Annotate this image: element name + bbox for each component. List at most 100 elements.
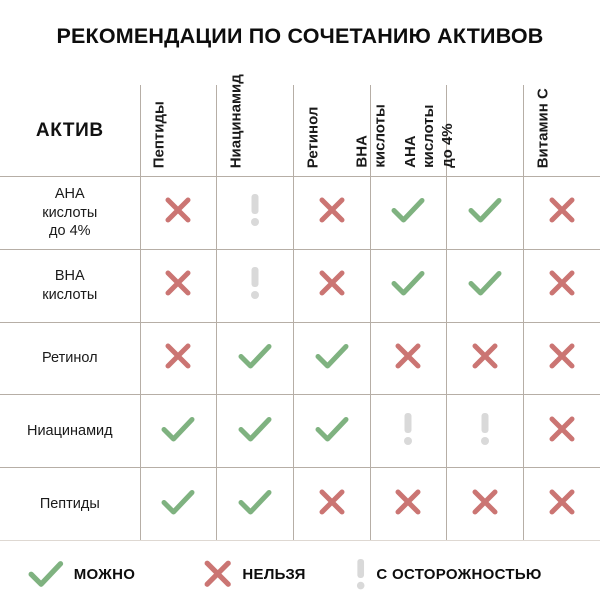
- legend-label: МОЖНО: [73, 565, 136, 583]
- cross-icon: [318, 488, 346, 516]
- cell-aha-retinol: [293, 176, 371, 250]
- cell-aha-niacinamide: [216, 176, 294, 250]
- cell-peptides-vitamin_c: [523, 467, 600, 541]
- corner-header-label: АКТИВ: [35, 119, 104, 141]
- compatibility-table: АКТИВ Пептиды Ниацинамид Ретинол BHA кислоты…: [0, 74, 600, 541]
- cross-icon: [471, 488, 499, 516]
- cross-icon: [164, 269, 192, 297]
- row-header-retinol: Ретинол: [0, 321, 141, 395]
- cross-icon: [318, 196, 346, 224]
- table-header-row: АКТИВ Пептиды Ниацинамид Ретинол BHA кислоты…: [0, 74, 600, 177]
- exclamation-icon: [479, 412, 491, 446]
- cross-icon: [548, 415, 576, 443]
- cross-icon: [548, 269, 576, 297]
- cross-icon: [548, 342, 576, 370]
- cross-icon: [394, 342, 422, 370]
- cell-retinol-bha: [370, 321, 448, 395]
- header-line: кислоты: [371, 104, 389, 168]
- cell-retinol-retinol: [293, 321, 371, 395]
- column-header-vitamin_c: Витамин С: [523, 85, 600, 177]
- check-icon: [391, 269, 425, 297]
- row-header-line: AHA: [54, 186, 85, 203]
- row-header-line: BHA: [54, 268, 85, 285]
- cell-niacinamide-peptides: [140, 394, 218, 468]
- check-icon: [238, 342, 272, 370]
- cell-niacinamide-vitamin_c: [523, 394, 600, 468]
- exclamation-icon: [249, 266, 261, 300]
- table-row: Пептиды: [0, 467, 600, 541]
- column-header-label: Пептиды: [151, 101, 169, 168]
- check-icon: [161, 488, 195, 516]
- cell-peptides-bha: [370, 467, 448, 541]
- cross-icon: [471, 342, 499, 370]
- check-icon: [391, 196, 425, 224]
- row-header-niacinamide: Ниацинамид: [0, 394, 141, 468]
- check-icon: [468, 269, 502, 297]
- cross-icon: [164, 196, 192, 224]
- cell-retinol-peptides: [140, 321, 218, 395]
- table-row: BHA кислоты: [0, 248, 600, 323]
- cell-niacinamide-retinol: [293, 394, 371, 468]
- table-body: AHA кислоты до 4% BHA кислоты Ретинол Ниацинам…: [0, 176, 600, 541]
- exclamation-icon: [402, 412, 414, 446]
- check-icon: [238, 488, 272, 516]
- header-line: Витамин С: [534, 87, 552, 168]
- cell-retinol-niacinamide: [216, 321, 294, 395]
- cross-icon: [203, 559, 232, 588]
- cell-aha-aha: [446, 176, 524, 250]
- cell-peptides-peptides: [140, 467, 218, 541]
- column-header-niacinamide: Ниацинамид: [216, 74, 294, 177]
- column-header-label: Витамин С: [535, 88, 553, 168]
- cell-niacinamide-aha: [446, 394, 524, 468]
- cell-bha-retinol: [293, 248, 371, 323]
- exclamation-icon: [249, 193, 261, 227]
- cell-peptides-aha: [446, 467, 524, 541]
- row-header-line: Пептиды: [39, 495, 100, 512]
- table-row: AHA кислоты до 4%: [0, 176, 600, 250]
- check-icon: [238, 415, 272, 443]
- cross-icon: [318, 269, 346, 297]
- cell-bha-aha: [446, 248, 524, 323]
- header-line: Пептиды: [151, 100, 169, 168]
- row-header-line: Ниацинамид: [26, 423, 113, 440]
- cell-peptides-retinol: [293, 467, 371, 541]
- exclamation-icon: [355, 558, 366, 590]
- column-header-label: AHA кислоты до 4%: [403, 105, 458, 168]
- row-header-line: Ретинол: [42, 350, 98, 367]
- legend: МОЖНО НЕЛЬЗЯ С ОСТОРОЖНОСТЬЮ: [0, 552, 600, 596]
- column-header-aha: AHA кислоты до 4%: [403, 85, 524, 177]
- legend-item-caution: С ОСТОРОЖНОСТЬЮ: [355, 552, 542, 596]
- cell-retinol-vitamin_c: [523, 321, 600, 395]
- legend-item-yes: МОЖНО: [28, 552, 135, 596]
- cross-icon: [394, 488, 422, 516]
- row-header-line: кислоты: [42, 286, 98, 303]
- row-header-aha: AHA кислоты до 4%: [0, 176, 141, 250]
- cross-icon: [548, 488, 576, 516]
- legend-label: С ОСТОРОЖНОСТЬЮ: [376, 565, 542, 583]
- row-header-line: до 4%: [49, 223, 91, 240]
- check-icon: [315, 415, 349, 443]
- cell-bha-peptides: [140, 248, 218, 323]
- column-header-label: Ниацинамид: [228, 74, 246, 168]
- page-title: РЕКОМЕНДАЦИИ ПО СОЧЕТАНИЮ АКТИВОВ: [56, 24, 544, 48]
- column-header-retinol: Ретинол: [293, 85, 371, 177]
- column-header-peptides: Пептиды: [140, 85, 218, 177]
- check-icon: [468, 196, 502, 224]
- legend-item-no: НЕЛЬЗЯ: [203, 552, 306, 596]
- column-header-label: BHA кислоты: [353, 105, 390, 168]
- cell-bha-bha: [370, 248, 448, 323]
- cell-aha-peptides: [140, 176, 218, 250]
- corner-header-cell: АКТИВ: [0, 85, 141, 177]
- header-line: кислоты: [420, 104, 438, 168]
- cell-retinol-aha: [446, 321, 524, 395]
- legend-label: НЕЛЬЗЯ: [242, 565, 306, 583]
- header-line: AHA: [402, 135, 420, 169]
- table-row: Ретинол: [0, 321, 600, 395]
- column-header-bha: BHA кислоты: [353, 85, 448, 177]
- cross-icon: [548, 196, 576, 224]
- row-header-line: кислоты: [42, 204, 98, 221]
- row-header-peptides: Пептиды: [0, 467, 141, 541]
- cross-icon: [164, 342, 192, 370]
- header-line: Ниацинамид: [227, 73, 245, 168]
- cell-aha-vitamin_c: [523, 176, 600, 250]
